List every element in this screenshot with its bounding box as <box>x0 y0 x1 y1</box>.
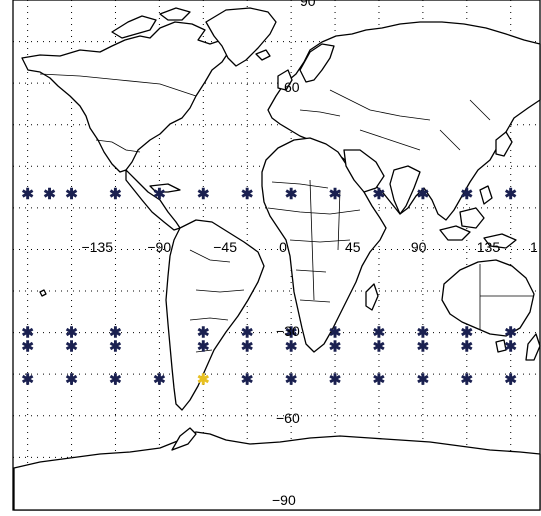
caribbean-islands <box>149 183 181 193</box>
station-marker: ✱ <box>417 186 430 203</box>
japan <box>495 131 513 157</box>
eurasia-outline <box>267 21 541 221</box>
station-marker: ✱ <box>109 186 122 203</box>
north-america-outline <box>21 21 231 173</box>
madagascar <box>365 283 379 311</box>
station-marker: ✱ <box>153 186 166 203</box>
south-america-outline <box>165 219 265 411</box>
station-marker: ✱ <box>504 372 517 389</box>
coastlines <box>13 7 541 511</box>
greenland-outline <box>205 7 277 67</box>
station-marker: ✱ <box>241 325 254 342</box>
station-marker: ✱ <box>504 338 517 355</box>
station-marker: ✱ <box>285 372 298 389</box>
station-marker: ✱ <box>329 338 342 355</box>
philippines <box>479 185 493 205</box>
station-marker: ✱ <box>373 325 386 342</box>
iceland <box>255 49 271 61</box>
british-isles <box>277 69 293 91</box>
arctic-island-2 <box>159 7 191 21</box>
station-markers: ✱ ✱ ✱ ✱ ✱ ✱ ✱ ✱ ✱ ✱ ✱ ✱ ✱✱ ✱ ✱ ✱ ✱ ✱ ✱ ✱ ✱ ✱ ✱✱ ✱ ✱ ✱ ✱ ✱ ✱ ✱ ✱ ✱ ✱✱ ✱ ✱ ✱ ✱… <box>21 186 517 389</box>
station-marker: ✱ <box>65 186 78 203</box>
station-marker: ✱ <box>197 338 210 355</box>
station-marker: ✱ <box>329 372 342 389</box>
station-marker: ✱ <box>285 325 298 342</box>
longitude-label: 0 <box>279 239 287 255</box>
station-marker: ✱ <box>241 186 254 203</box>
station-marker: ✱ <box>504 325 517 342</box>
station-marker: ✱ <box>153 372 166 389</box>
station-marker: ✱ <box>417 325 430 342</box>
latitude-label: 60 <box>284 79 300 95</box>
indonesia-islands <box>439 225 471 241</box>
country-borders <box>39 73 534 353</box>
longitude-label: 135 <box>477 239 501 255</box>
latitude-label: 90 <box>300 0 316 9</box>
central-america-outline <box>125 169 181 231</box>
station-marker: ✱ <box>329 186 342 203</box>
new-guinea <box>483 233 517 249</box>
us-mexico-border <box>95 139 141 153</box>
south-america-borders <box>189 249 245 353</box>
station-marker: ✱ <box>461 372 474 389</box>
eurasia-borders <box>299 89 491 151</box>
australia-borders <box>479 264 534 330</box>
station-marker: ✱ <box>285 186 298 203</box>
station-marker: ✱ <box>65 338 78 355</box>
station-marker: ✱ <box>329 325 342 342</box>
station-marker: ✱ <box>65 325 78 342</box>
latitude-label: −90 <box>272 492 296 508</box>
new-zealand <box>525 333 541 361</box>
station-marker: ✱ <box>109 338 122 355</box>
longitude-label: −135 <box>82 239 114 255</box>
highlighted-station-marker: ✱ <box>197 372 210 389</box>
station-marker: ✱ <box>461 325 474 342</box>
arabian-peninsula <box>343 149 385 193</box>
antarctica-outline <box>13 431 541 511</box>
latitude-label: −30 <box>276 323 300 339</box>
station-marker: ✱ <box>373 372 386 389</box>
canada-us-border <box>39 73 197 97</box>
station-marker: ✱ <box>373 338 386 355</box>
arctic-archipelago <box>111 15 157 39</box>
antarctic-peninsula <box>171 427 197 451</box>
station-marker: ✱ <box>461 186 474 203</box>
station-marker: ✱ <box>21 325 34 342</box>
station-marker: ✱ <box>285 338 298 355</box>
grid-labels: −135 −90 −45 0 45 90 135 1 90 60 −30 −60 −90 <box>82 0 538 508</box>
station-marker: ✱ <box>197 186 210 203</box>
station-marker: ✱ <box>109 372 122 389</box>
station-marker: ✱ <box>21 372 34 389</box>
indian-subcontinent <box>389 165 421 215</box>
borneo <box>459 207 485 229</box>
longitude-label: 1 <box>530 239 538 255</box>
station-marker: ✱ <box>504 186 517 203</box>
africa-outline <box>261 137 387 353</box>
station-marker: ✱ <box>461 338 474 355</box>
station-marker: ✱ <box>43 186 56 203</box>
latitude-label: −60 <box>276 410 300 426</box>
station-marker: ✱ <box>373 186 386 203</box>
station-marker: ✱ <box>197 325 210 342</box>
longitude-label: −45 <box>213 239 237 255</box>
station-marker: ✱ <box>21 186 34 203</box>
australia-outline <box>441 259 535 337</box>
longitude-label: 90 <box>411 239 427 255</box>
africa-borders <box>267 179 361 303</box>
station-marker: ✱ <box>241 338 254 355</box>
station-marker: ✱ <box>241 372 254 389</box>
scandinavia-outline <box>299 43 335 83</box>
tasmania <box>495 339 507 353</box>
station-marker: ✱ <box>417 338 430 355</box>
longitude-label: −90 <box>147 239 171 255</box>
station-marker: ✱ <box>417 372 430 389</box>
station-marker: ✱ <box>21 338 34 355</box>
station-marker: ✱ <box>109 325 122 342</box>
station-marker: ✱ <box>65 372 78 389</box>
longitude-label: 45 <box>345 239 361 255</box>
hawaii <box>39 289 47 297</box>
